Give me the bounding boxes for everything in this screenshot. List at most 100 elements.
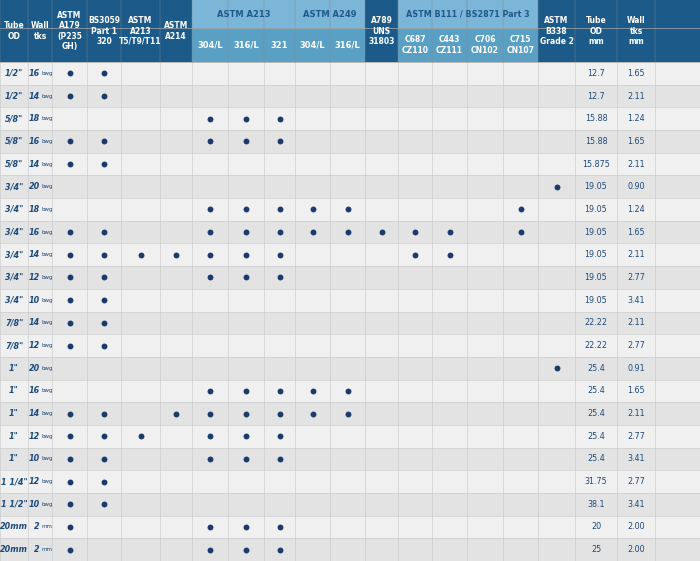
Point [99,409,110,418]
Point [342,409,353,418]
Text: bwg: bwg [41,139,52,144]
Point [99,454,110,463]
Text: 321: 321 [271,40,288,49]
Text: ASTM
A179
(P235
GH): ASTM A179 (P235 GH) [57,11,82,50]
Text: 2.77: 2.77 [627,341,645,350]
Text: 2: 2 [34,545,40,554]
Text: 316/L: 316/L [335,40,360,49]
Text: 25.4: 25.4 [587,409,605,418]
Point [240,454,251,463]
Text: 2.11: 2.11 [627,159,645,168]
Text: 3/4": 3/4" [5,228,23,237]
Text: BS3059
Part 1
320: BS3059 Part 1 320 [88,16,120,45]
Text: 20mm: 20mm [0,545,28,554]
Text: 304/L: 304/L [300,40,326,49]
Point [240,250,251,259]
Point [204,409,216,418]
Bar [228,28,264,62]
Point [204,273,216,282]
Bar [0,85,700,107]
Text: 1/2": 1/2" [5,91,23,100]
Text: 1 1/4": 1 1/4" [1,477,27,486]
Point [135,250,146,259]
Point [551,364,562,373]
Text: 14: 14 [29,250,40,259]
Text: 19.05: 19.05 [584,296,608,305]
Point [342,228,353,237]
Text: 1": 1" [9,409,19,418]
Point [64,250,75,259]
Text: 3.41: 3.41 [627,454,645,463]
Text: 20: 20 [591,522,601,531]
Point [240,432,251,441]
Bar [0,289,700,311]
Text: 0.90: 0.90 [627,182,645,191]
Bar [0,448,700,470]
Text: 5/8": 5/8" [5,137,23,146]
Text: 2.77: 2.77 [627,477,645,486]
Point [64,137,75,146]
Point [204,522,216,531]
Point [64,522,75,531]
Text: 3.41: 3.41 [627,296,645,305]
Bar [0,130,700,153]
Point [274,522,285,531]
Point [274,250,285,259]
Point [204,454,216,463]
Text: 31.75: 31.75 [584,477,608,486]
Text: 10: 10 [29,500,40,509]
Point [274,205,285,214]
Text: bwg: bwg [41,320,52,325]
Text: 2: 2 [34,522,40,531]
Text: ASTM A249: ASTM A249 [303,10,357,19]
Text: bwg: bwg [41,162,52,167]
Point [274,114,285,123]
Point [64,477,75,486]
Text: bwg: bwg [41,411,52,416]
Text: 18: 18 [29,205,40,214]
Text: 19.05: 19.05 [584,228,608,237]
Text: 2.11: 2.11 [627,91,645,100]
Point [99,477,110,486]
Point [240,273,251,282]
Text: 19.05: 19.05 [584,273,608,282]
Text: bwg: bwg [41,298,52,302]
Bar [0,176,700,198]
Point [551,182,562,191]
Bar [0,539,700,561]
Text: 12: 12 [29,341,40,350]
Point [99,91,110,100]
Text: 7/8": 7/8" [5,318,23,327]
Text: 20mm: 20mm [0,522,28,531]
Bar [0,198,700,221]
Text: 12.7: 12.7 [587,69,605,78]
Bar [0,470,700,493]
Point [307,228,318,237]
Text: 1/2": 1/2" [5,69,23,78]
Point [204,228,216,237]
Text: 2.11: 2.11 [627,318,645,327]
Bar [432,28,467,62]
Bar [295,28,330,62]
Point [64,318,75,327]
Text: bwg: bwg [41,252,52,257]
Text: 1": 1" [9,454,19,463]
Text: 1.24: 1.24 [627,114,645,123]
Text: 1 1/2": 1 1/2" [1,500,27,509]
Point [64,69,75,78]
Point [274,228,285,237]
Bar [467,28,503,62]
Point [99,273,110,282]
Text: 25.4: 25.4 [587,432,605,441]
Text: 12.7: 12.7 [587,91,605,100]
Text: bwg: bwg [41,366,52,371]
Point [240,387,251,396]
Text: 1.65: 1.65 [627,387,645,396]
Point [99,296,110,305]
Text: bwg: bwg [41,184,52,189]
Text: C706
CN102: C706 CN102 [471,35,499,54]
Text: 19.05: 19.05 [584,205,608,214]
Text: 2.00: 2.00 [627,522,645,531]
Text: 14: 14 [29,318,40,327]
Point [240,114,251,123]
